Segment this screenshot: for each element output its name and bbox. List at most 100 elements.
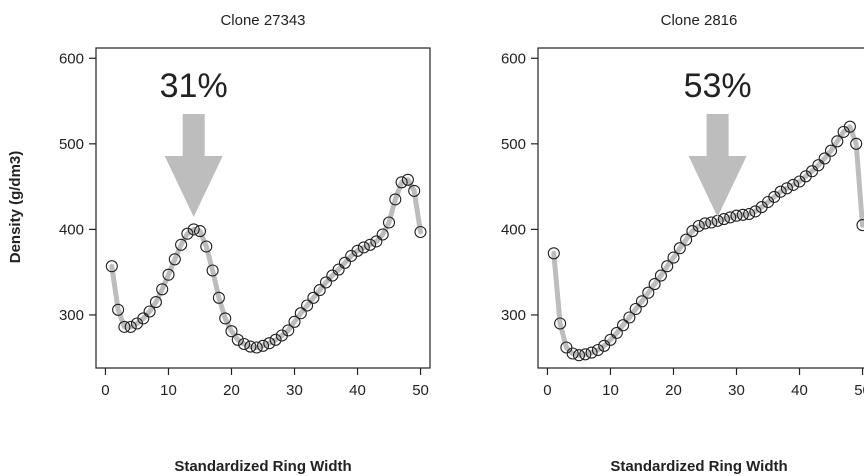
data-point xyxy=(370,235,383,248)
data-point xyxy=(307,291,320,304)
data-point xyxy=(856,219,864,232)
chart-title: Clone 27343 xyxy=(220,12,305,29)
data-point xyxy=(692,219,705,233)
x-tick-label: 20 xyxy=(223,382,240,399)
data-point xyxy=(648,278,661,291)
annotation-label: 53% xyxy=(684,67,752,105)
data-point xyxy=(338,256,351,269)
data-point xyxy=(149,296,162,309)
x-tick-label: 50 xyxy=(412,382,429,399)
y-tick-label: 300 xyxy=(59,307,84,324)
data-point xyxy=(585,346,598,359)
series-line xyxy=(551,124,864,358)
plot-frame xyxy=(95,47,431,369)
chart-marks: 0 10 20 30 40 50 300 400 500 600 31% xyxy=(59,50,429,399)
data-point xyxy=(698,217,712,230)
y-tick-label: 400 xyxy=(59,221,84,238)
data-point xyxy=(231,333,244,346)
data-point xyxy=(749,205,762,218)
data-point xyxy=(282,324,295,337)
data-point xyxy=(730,209,743,222)
data-point xyxy=(351,244,364,257)
x-tick-label: 30 xyxy=(728,382,745,399)
data-point xyxy=(623,311,636,324)
data-point xyxy=(389,193,402,206)
data-point xyxy=(124,320,137,333)
data-point xyxy=(206,264,219,277)
data-point xyxy=(212,291,225,304)
data-point xyxy=(654,269,667,282)
y-axis-label: Density (g/dm3) xyxy=(7,151,24,264)
data-point xyxy=(806,165,819,178)
data-point xyxy=(818,152,831,165)
data-point xyxy=(225,325,238,338)
x-tick-label: 20 xyxy=(665,382,682,399)
data-point xyxy=(326,269,339,282)
x-axis-label: Standardized Ring Width xyxy=(610,458,787,475)
data-point xyxy=(579,348,592,361)
data-point xyxy=(250,341,263,354)
data-point xyxy=(780,182,793,195)
series-line xyxy=(109,177,423,350)
data-point xyxy=(408,184,421,197)
data-point xyxy=(629,302,642,316)
data-point xyxy=(787,178,800,191)
x-tick-label: 0 xyxy=(101,382,109,399)
x-tick-label: 0 xyxy=(543,382,551,399)
data-point xyxy=(364,238,377,251)
data-point xyxy=(831,135,844,148)
x-tick-label: 10 xyxy=(160,382,177,399)
data-point xyxy=(774,185,787,198)
data-point xyxy=(560,341,573,354)
data-point xyxy=(673,242,686,255)
data-point xyxy=(642,286,655,299)
data-point xyxy=(357,241,370,254)
data-point xyxy=(143,305,156,318)
data-point xyxy=(319,276,333,289)
data-point xyxy=(717,213,730,226)
data-point xyxy=(313,284,326,297)
y-tick-label: 500 xyxy=(501,136,526,153)
data-point xyxy=(219,312,232,325)
data-point xyxy=(193,225,207,238)
data-point xyxy=(294,307,307,320)
data-point xyxy=(824,144,838,157)
x-tick-label: 30 xyxy=(286,382,303,399)
data-point xyxy=(598,339,611,352)
data-point xyxy=(244,340,257,353)
data-point xyxy=(118,320,131,333)
data-point xyxy=(112,303,125,316)
x-axis-label: Standardized Ring Width xyxy=(174,458,351,475)
data-point xyxy=(256,339,270,352)
x-tick-label: 10 xyxy=(602,382,619,399)
data-point xyxy=(736,208,749,221)
data-point xyxy=(200,240,213,253)
data-point xyxy=(705,216,718,229)
data-point xyxy=(414,225,427,239)
data-point xyxy=(168,253,181,266)
data-point xyxy=(181,227,194,240)
data-point xyxy=(724,211,737,224)
data-point xyxy=(661,260,674,273)
y-tick-label: 300 xyxy=(501,307,526,324)
data-point xyxy=(566,347,579,360)
data-point xyxy=(376,228,389,241)
data-point xyxy=(332,263,345,276)
y-tick-label: 400 xyxy=(501,221,526,238)
data-point xyxy=(395,176,408,189)
chart-marks: 0 10 20 30 40 50 300 400 500 600 53% xyxy=(501,50,864,399)
chart-panel-clone-27343: Clone 27343 Standardized Ring Width 0 10 2… xyxy=(59,12,431,475)
data-point xyxy=(288,315,301,328)
data-point xyxy=(843,120,856,133)
data-point xyxy=(572,349,586,362)
chart-title: Clone 2816 xyxy=(661,12,738,29)
data-point xyxy=(743,207,756,221)
plot-frame xyxy=(537,47,864,369)
data-point xyxy=(547,247,560,260)
data-point xyxy=(591,343,604,357)
x-tick-label: 40 xyxy=(791,382,808,399)
chart-panel-clone-2816: Clone 2816 Standardized Ring Width 0 10 20… xyxy=(501,12,864,475)
data-point xyxy=(269,333,282,346)
data-point xyxy=(604,333,617,346)
